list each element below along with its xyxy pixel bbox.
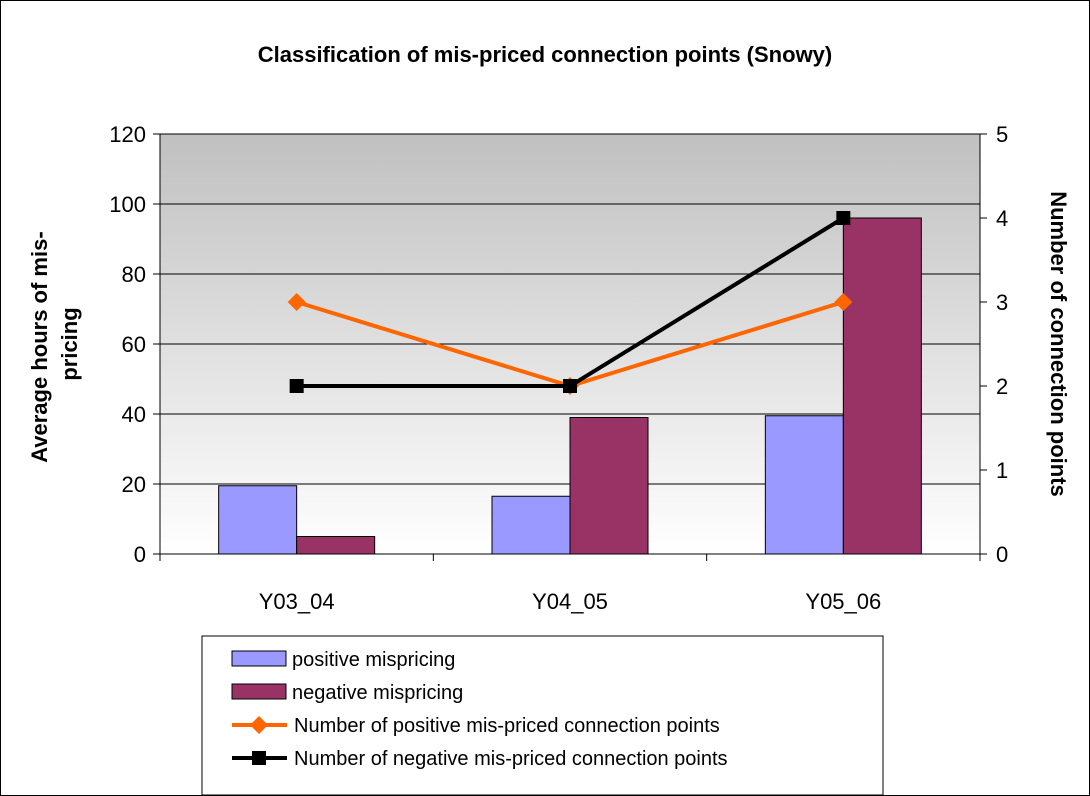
y-axis-left-title-line1: Average hours of mis- bbox=[27, 231, 52, 462]
legend-items: positive mispricing negative mispricing Nu… bbox=[231, 649, 728, 770]
point-marker bbox=[836, 211, 851, 225]
legend-label: Number of positive mis-priced connection… bbox=[294, 715, 720, 737]
point-marker bbox=[250, 716, 268, 734]
legend-swatch bbox=[231, 683, 287, 700]
legend-box bbox=[201, 635, 884, 796]
y-axis-left-title-line2: pricing bbox=[57, 307, 82, 380]
y-tick-label-right: 2 bbox=[996, 374, 1008, 399]
point-marker bbox=[287, 293, 306, 311]
x-tick-label: Y04_05 bbox=[532, 589, 608, 614]
y-tick-label-left: 120 bbox=[109, 122, 146, 147]
bar bbox=[569, 417, 649, 555]
series-lines bbox=[287, 211, 853, 395]
x-tick-label: Y05_06 bbox=[805, 589, 881, 614]
x-tick-label: Y03_04 bbox=[259, 589, 335, 614]
y-tick-label-left: 100 bbox=[109, 192, 146, 217]
y-tick-label-left: 0 bbox=[134, 542, 146, 567]
y-tick-label-left: 40 bbox=[122, 402, 146, 427]
bar bbox=[842, 217, 922, 555]
bar bbox=[296, 536, 376, 555]
point-marker bbox=[563, 379, 577, 393]
chart-title: Classification of mis-priced connection … bbox=[258, 42, 833, 67]
legend: positive mispricing negative mispricing Nu… bbox=[201, 635, 884, 796]
legend-label: Number of negative mis-priced connection… bbox=[294, 748, 728, 770]
y-axis-right-title: Number of connection points bbox=[1046, 191, 1071, 497]
y-tick-label-right: 0 bbox=[996, 542, 1008, 567]
legend-label: negative mispricing bbox=[292, 682, 463, 704]
point-marker bbox=[289, 379, 304, 393]
legend-label: positive mispricing bbox=[292, 649, 455, 671]
bar bbox=[764, 415, 844, 555]
y-tick-label-left: 60 bbox=[122, 332, 146, 357]
legend-swatch bbox=[231, 650, 287, 667]
y-tick-label-left: 20 bbox=[122, 472, 146, 497]
y-axis-left-title: Average hours of mis- pricing bbox=[27, 225, 82, 463]
y-tick-label-right: 1 bbox=[996, 458, 1008, 483]
y-tick-label-right: 3 bbox=[996, 290, 1008, 315]
point-marker bbox=[834, 293, 853, 311]
bar bbox=[218, 485, 298, 555]
y-tick-label-left: 80 bbox=[122, 262, 146, 287]
point-marker bbox=[252, 751, 266, 765]
y-tick-label-right: 5 bbox=[996, 122, 1008, 147]
y-tick-label-right: 4 bbox=[996, 206, 1008, 231]
tick-labels: 0 20 40 60 80 100 120 0 1 2 3 4 5 Y03_04 Y04_05 Y05_06 bbox=[109, 122, 1008, 614]
axes bbox=[153, 133, 987, 561]
bar bbox=[491, 495, 571, 555]
